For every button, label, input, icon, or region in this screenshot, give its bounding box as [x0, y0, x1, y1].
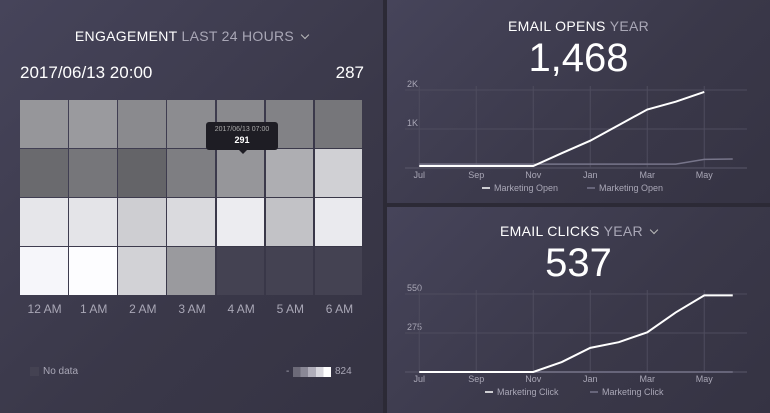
email-opens-chart: 1K 2K Jul Sep Nov Jan Mar May Marketing Open Mark…: [405, 79, 747, 193]
hour-label: 2 AM: [129, 302, 157, 316]
heatmap-cell[interactable]: [216, 149, 265, 197]
heatmap-cell[interactable]: [167, 198, 216, 246]
selected-value: 287: [335, 63, 364, 82]
heatmap-cell-empty[interactable]: [216, 247, 265, 295]
x-tick-label: Jan: [583, 170, 598, 180]
email-opens-label: EMAIL OPENS: [507, 18, 606, 34]
y-tick-label: 275: [407, 322, 422, 332]
tooltip-value: 291: [234, 135, 250, 145]
engagement-title[interactable]: ENGAGEMENT LAST 24 HOURS: [0, 28, 383, 44]
email-opens-period: YEAR: [609, 18, 650, 34]
engagement-panel: ENGAGEMENT LAST 24 HOURS 2017/06/13 20:00…: [0, 0, 383, 413]
hour-label: 4 AM: [227, 302, 255, 316]
heatmap-cell[interactable]: [118, 198, 166, 246]
legend-max: 824: [335, 366, 352, 377]
hour-label: 5 AM: [276, 302, 304, 316]
x-tick-label: Sep: [468, 374, 484, 384]
heatmap-cell[interactable]: [20, 149, 68, 197]
hour-label: 1 AM: [80, 302, 108, 316]
heatmap-cell-empty[interactable]: [314, 247, 363, 295]
hour-label: 6 AM: [325, 302, 354, 316]
x-tick-label: Jul: [413, 170, 425, 180]
legend-min: -: [286, 366, 290, 377]
heatmap-cell[interactable]: [314, 149, 363, 197]
chevron-down-icon[interactable]: [300, 30, 310, 40]
selected-timestamp: 2017/06/13 20:00: [20, 63, 153, 82]
y-tick-label: 550: [407, 283, 422, 293]
legend-label: Marketing Click: [602, 387, 664, 397]
no-data-label: No data: [43, 366, 79, 377]
email-opens-title: EMAIL OPENS YEAR: [387, 18, 770, 34]
heatmap-cell[interactable]: [216, 198, 265, 246]
heatmap: [20, 100, 364, 296]
x-tick-label: May: [696, 374, 714, 384]
heatmap-cell[interactable]: [118, 247, 166, 295]
email-clicks-chart: 275 550 Jul Sep Nov Jan Mar May Marketing Click M…: [405, 283, 747, 397]
hour-label: 3 AM: [178, 302, 206, 316]
x-tick-label: Jan: [583, 374, 598, 384]
y-tick-label: 2K: [407, 79, 418, 89]
y-tick-label: 1K: [407, 118, 418, 128]
hour-axis: 12 AM 1 AM 2 AM 3 AM 4 AM 5 AM 6 AM: [20, 302, 364, 316]
heatmap-cell[interactable]: [265, 149, 314, 197]
heatmap-cell[interactable]: [20, 247, 68, 295]
x-tick-label: May: [696, 170, 714, 180]
heatmap-cell[interactable]: [20, 100, 68, 148]
series-line: [419, 294, 733, 373]
x-tick-label: Mar: [640, 374, 656, 384]
x-tick-label: Jul: [413, 374, 425, 384]
heatmap-cell[interactable]: [20, 198, 68, 246]
heatmap-cell[interactable]: [69, 198, 117, 246]
legend-gradient: [293, 367, 331, 377]
heatmap-tooltip: 2017/06/13 07:00 291: [206, 122, 278, 154]
email-clicks-panel: EMAIL CLICKS YEAR 537 275 550 Jul Sep Nov Jan M…: [387, 207, 770, 413]
heatmap-cell[interactable]: [69, 247, 117, 295]
heatmap-cell[interactable]: [69, 149, 117, 197]
x-tick-label: Nov: [525, 374, 542, 384]
heatmap-cell[interactable]: [69, 100, 117, 148]
email-clicks-label: EMAIL CLICKS: [500, 223, 600, 239]
heatmap-cell-empty[interactable]: [265, 247, 314, 295]
email-clicks-title[interactable]: EMAIL CLICKS YEAR: [387, 223, 770, 239]
heatmap-cell[interactable]: [314, 198, 363, 246]
email-clicks-period[interactable]: YEAR: [603, 223, 643, 239]
no-data-swatch: [30, 367, 39, 376]
email-opens-value: 1,468: [528, 36, 629, 80]
heatmap-cell[interactable]: [265, 198, 314, 246]
x-tick-label: Sep: [468, 170, 484, 180]
tooltip-time: 2017/06/13 07:00: [214, 126, 270, 133]
legend-label: Marketing Open: [494, 183, 558, 193]
series-line: [419, 91, 705, 168]
email-opens-panel: EMAIL OPENS YEAR 1,468 1K 2K Jul Sep Nov Jan Ma…: [387, 0, 770, 203]
legend-label: Marketing Open: [599, 183, 663, 193]
engagement-title-label: ENGAGEMENT: [74, 28, 178, 44]
email-clicks-value: 537: [545, 241, 612, 285]
heatmap-cell[interactable]: [118, 100, 166, 148]
series-line: [419, 158, 733, 165]
heatmap-cell[interactable]: [167, 247, 216, 295]
x-tick-label: Mar: [640, 170, 656, 180]
heatmap-cell[interactable]: [167, 149, 216, 197]
legend-label: Marketing Click: [497, 387, 559, 397]
period-selector[interactable]: LAST 24 HOURS: [181, 28, 295, 44]
heatmap-cell[interactable]: [118, 149, 166, 197]
x-tick-label: Nov: [525, 170, 542, 180]
heatmap-cell[interactable]: [314, 100, 363, 148]
hour-label: 12 AM: [27, 302, 62, 316]
